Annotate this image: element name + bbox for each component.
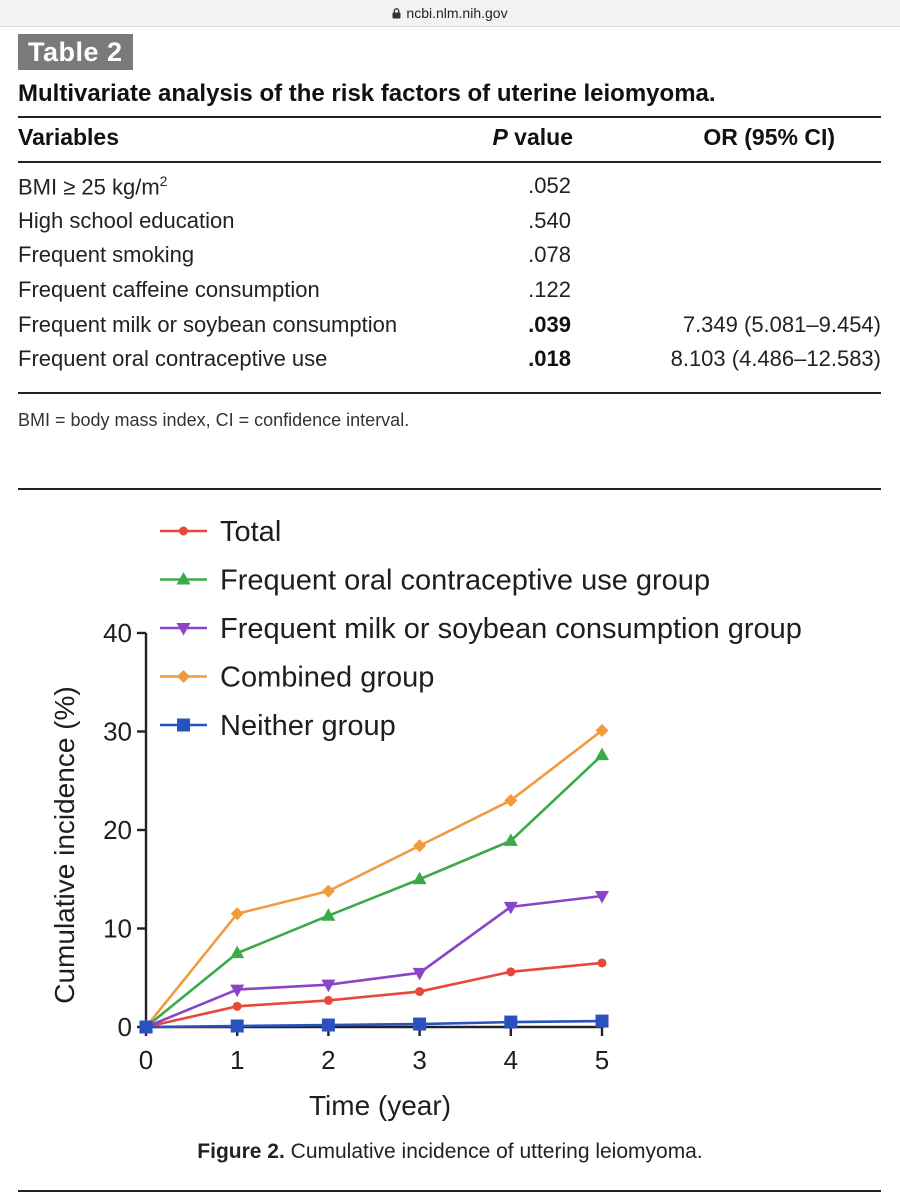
data-point xyxy=(321,1018,335,1032)
data-point xyxy=(230,1019,244,1033)
x-tick-label: 3 xyxy=(412,1045,426,1075)
y-axis-title: Cumulative incidence (%) xyxy=(49,686,80,1003)
lock-icon xyxy=(392,7,401,18)
x-tick-label: 4 xyxy=(504,1045,518,1075)
table-row: Frequent oral contraceptive use .018 8.1… xyxy=(18,343,881,378)
table-header-row: Variables P value OR (95% CI) xyxy=(18,124,881,156)
data-point xyxy=(230,984,245,998)
legend-marker xyxy=(176,623,191,636)
data-point xyxy=(504,1015,518,1029)
cell-variable: Frequent smoking xyxy=(18,242,195,268)
table-row: High school education .540 xyxy=(18,205,881,240)
y-tick-label: 20 xyxy=(103,815,132,845)
y-tick-label: 30 xyxy=(103,717,132,747)
data-point xyxy=(503,901,518,915)
data-point xyxy=(595,890,609,904)
data-point xyxy=(321,884,335,898)
data-point xyxy=(323,995,333,1005)
superscript: 2 xyxy=(159,173,168,189)
legend-label: Combined group xyxy=(220,662,434,694)
data-point xyxy=(412,871,427,885)
figure-caption-text: Cumulative incidence of uttering leiomyo… xyxy=(284,1140,703,1163)
data-point xyxy=(412,967,427,981)
x-tick-label: 0 xyxy=(139,1045,153,1075)
data-point xyxy=(230,907,244,921)
y-tick-label: 40 xyxy=(103,618,132,648)
header-p-value: P value xyxy=(483,124,573,151)
series-line xyxy=(145,754,603,1029)
cell-variable: High school education xyxy=(18,207,235,233)
table-caption: Multivariate analysis of the risk factor… xyxy=(18,80,716,107)
data-point xyxy=(230,945,245,959)
table-row: BMI ≥ 25 kg/m2 .052 xyxy=(18,170,881,205)
cell-p-value: .052 xyxy=(528,173,571,198)
cell-variable: Frequent milk or soybean consumption xyxy=(18,311,398,337)
table-row: Frequent caffeine consumption .122 xyxy=(18,274,881,309)
data-point xyxy=(595,724,609,738)
data-point xyxy=(413,1017,427,1031)
x-tick-label: 2 xyxy=(321,1045,335,1075)
table-label-badge: Table 2 xyxy=(18,34,133,70)
header-p-rest: value xyxy=(507,124,573,150)
legend-marker xyxy=(177,670,190,683)
y-tick-label: 0 xyxy=(118,1012,132,1042)
data-point xyxy=(597,958,607,968)
url-text: ncbi.nlm.nih.gov xyxy=(406,5,508,21)
y-tick-label: 10 xyxy=(103,914,132,944)
legend-label: Frequent milk or soybean consumption gro… xyxy=(220,613,802,645)
cell-p-value: .078 xyxy=(528,242,571,268)
legend-label: Total xyxy=(220,516,281,548)
data-point xyxy=(413,839,427,853)
x-tick-label: 1 xyxy=(230,1045,244,1075)
figure-caption: Figure 2. Cumulative incidence of utteri… xyxy=(0,1140,900,1164)
data-point xyxy=(139,1020,153,1034)
series-line xyxy=(145,1019,603,1029)
figure-bottom-rule xyxy=(18,1190,881,1192)
data-point xyxy=(415,987,425,997)
table-footnote: BMI = body mass index, CI = confidence i… xyxy=(18,410,410,430)
variable-text: BMI ≥ 25 kg/m xyxy=(18,174,160,200)
data-point xyxy=(321,908,336,921)
data-point xyxy=(595,747,609,761)
table-bottom-rule xyxy=(18,392,881,394)
cell-p-value: .018 xyxy=(528,346,571,372)
table-top-rule xyxy=(18,116,881,118)
legend-marker xyxy=(179,526,188,536)
figure-chart: 0 10 20 30 40 0 1 2 3 4 5 Time (year) Cumulative inc… xyxy=(0,490,900,1140)
data-point xyxy=(503,833,518,846)
data-point xyxy=(321,979,336,993)
cell-variable: BMI ≥ 25 kg/m2 xyxy=(18,173,167,200)
legend-marker xyxy=(177,718,190,732)
cell-variable: Frequent caffeine consumption xyxy=(18,277,320,303)
legend-label: Neither group xyxy=(220,710,396,742)
x-tick-label: 5 xyxy=(595,1045,609,1075)
table-row: Frequent milk or soybean consumption .03… xyxy=(18,309,881,344)
header-or: OR (95% CI) xyxy=(703,124,835,150)
cell-variable: Frequent oral contraceptive use xyxy=(18,346,328,372)
header-variables: Variables xyxy=(18,124,120,150)
series-line xyxy=(145,894,603,1029)
table-body: BMI ≥ 25 kg/m2 .052 High school educatio… xyxy=(18,170,881,378)
cell-p-value: .540 xyxy=(528,207,571,233)
table-header-rule xyxy=(18,161,881,163)
line-chart: 0 10 20 30 40 0 1 2 3 4 5 Time (year) Cumulative inc… xyxy=(49,516,802,1121)
browser-url-bar[interactable]: ncbi.nlm.nih.gov xyxy=(0,0,900,27)
cell-p-value: .039 xyxy=(528,311,571,337)
x-axis-title: Time (year) xyxy=(309,1090,451,1121)
series-line xyxy=(144,729,603,1028)
table-row: Frequent smoking .078 xyxy=(18,239,881,274)
data-point xyxy=(506,967,516,977)
data-point xyxy=(504,793,518,807)
cell-or: 8.103 (4.486–12.583) xyxy=(670,346,881,372)
series-line xyxy=(145,961,603,1029)
figure-label: Figure 2. xyxy=(197,1140,285,1163)
legend-label: Frequent oral contraceptive use group xyxy=(220,565,710,597)
data-point xyxy=(595,1014,609,1028)
data-point xyxy=(232,1001,242,1011)
cell-or: 7.349 (5.081–9.454) xyxy=(682,311,881,337)
legend-marker xyxy=(176,572,191,585)
header-p-italic: P xyxy=(492,124,508,150)
figure-top-rule xyxy=(18,488,881,490)
cell-p-value: .122 xyxy=(528,277,571,303)
